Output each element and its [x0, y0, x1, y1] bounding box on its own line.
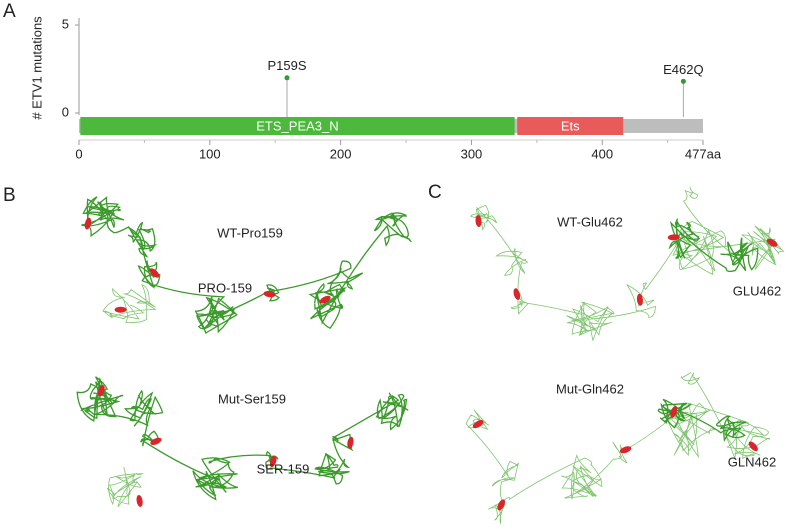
domain-label: Ets [561, 118, 580, 133]
x-tick-label: 400 [591, 146, 613, 161]
lollipop-head [284, 75, 290, 81]
structure-title: WT-Glu462 [557, 214, 623, 229]
y-tick-label: 5 [62, 16, 69, 31]
helix [766, 238, 778, 247]
domain-label: ETS_PEA3_N [256, 118, 338, 133]
y-tick-label: 0 [62, 104, 69, 119]
helix [97, 384, 105, 397]
site-label: SER-159 [257, 461, 310, 476]
helix [136, 494, 143, 507]
helix [475, 215, 482, 228]
x-tick-label: 100 [199, 146, 221, 161]
helix [150, 437, 162, 446]
helix [263, 291, 276, 298]
panel-label: C [428, 182, 442, 203]
helix [269, 455, 277, 468]
helix [149, 268, 160, 278]
structure-title: Mut-Ser159 [218, 391, 286, 406]
domain [517, 117, 624, 135]
ribbon [81, 196, 412, 334]
helix [513, 288, 521, 300]
helix [619, 446, 632, 454]
panel-label: A [3, 1, 16, 22]
y-axis-label: # ETV1 mutations [29, 16, 44, 120]
x-tick-label: 200 [330, 146, 352, 161]
ribbon [106, 466, 144, 508]
ribbon [657, 398, 747, 443]
helix [748, 441, 758, 452]
helix [670, 406, 678, 418]
ribbon [102, 284, 157, 323]
helix [84, 217, 92, 230]
ribbon [668, 218, 759, 273]
mutation-label: E462Q [663, 62, 703, 77]
ribbon [470, 186, 785, 341]
structure-title: Mut-Gln462 [556, 381, 624, 396]
helix [497, 499, 506, 511]
ribbon [76, 376, 409, 501]
helix [114, 306, 127, 313]
site-label: PRO-159 [198, 280, 252, 295]
protein-structures [76, 186, 785, 524]
mutation-label: P159S [267, 58, 306, 73]
x-tick-label: 300 [461, 146, 483, 161]
structure-title: WT-Pro159 [217, 225, 283, 240]
site-label: GLN462 [728, 454, 776, 469]
helix [636, 293, 643, 306]
helix [667, 234, 680, 241]
helix [472, 419, 484, 429]
x-tick-label: 477aa [685, 146, 722, 161]
x-tick-label: 0 [75, 146, 82, 161]
domain [80, 117, 515, 135]
lollipop-head [680, 78, 686, 84]
panel-label: B [3, 185, 16, 206]
helix [347, 436, 354, 449]
site-label: GLU462 [733, 283, 781, 298]
helix [319, 295, 331, 304]
